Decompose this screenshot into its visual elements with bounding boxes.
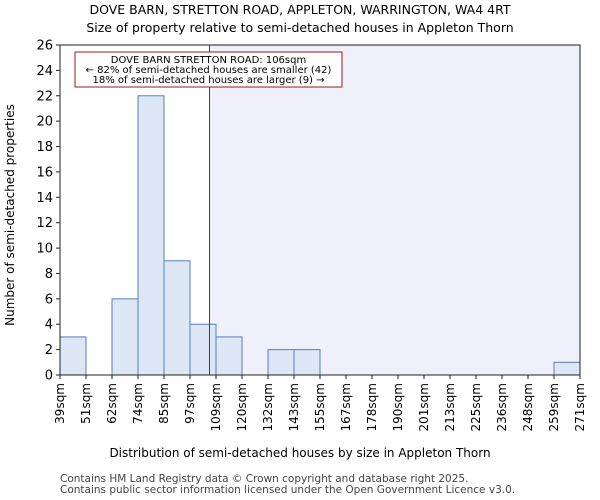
y-axis-label: Number of semi-detached properties bbox=[3, 104, 17, 326]
bar-132sqm bbox=[267, 349, 295, 376]
bar-259sqm bbox=[553, 361, 581, 376]
x-tick-label: 213sqm bbox=[443, 383, 457, 431]
y-tick-label: 6 bbox=[45, 292, 53, 307]
y-tick-label: 10 bbox=[36, 242, 53, 257]
bar-62sqm bbox=[111, 298, 139, 376]
bar-97sqm bbox=[189, 323, 217, 376]
annotation-line3: 18% of semi-detached houses are larger (… bbox=[92, 75, 324, 86]
footer-line1: Contains HM Land Registry data © Crown c… bbox=[60, 473, 469, 485]
x-axis-label: Distribution of semi-detached houses by … bbox=[109, 446, 490, 460]
y-tick-label: 14 bbox=[36, 191, 53, 206]
x-tick-label: 271sqm bbox=[573, 383, 587, 431]
annotation-box: DOVE BARN STRETTON ROAD: 106sqm ← 82% of… bbox=[74, 51, 343, 88]
y-tick-label: 22 bbox=[36, 89, 53, 104]
y-tick-label: 8 bbox=[45, 267, 53, 282]
x-tick-label: 97sqm bbox=[183, 383, 197, 424]
y-tick-label: 12 bbox=[36, 216, 53, 231]
x-tick-label: 120sqm bbox=[235, 383, 249, 431]
x-tick-label: 143sqm bbox=[287, 383, 301, 431]
larger-region-shade bbox=[209, 45, 580, 375]
y-tick-label: 18 bbox=[36, 140, 53, 155]
bar-74sqm bbox=[137, 95, 165, 376]
bar-143sqm bbox=[293, 349, 321, 376]
x-tick-label: 167sqm bbox=[339, 383, 353, 431]
chart-title: DOVE BARN, STRETTON ROAD, APPLETON, WARR… bbox=[89, 2, 511, 17]
x-tick-label: 248sqm bbox=[521, 383, 535, 431]
x-tick-label: 74sqm bbox=[131, 383, 145, 424]
x-tick-label: 155sqm bbox=[313, 383, 327, 431]
x-tick-label: 39sqm bbox=[53, 383, 67, 424]
y-tick-label: 20 bbox=[36, 115, 53, 130]
bar-85sqm bbox=[163, 260, 191, 376]
y-tick-label: 16 bbox=[36, 165, 53, 180]
y-tick-label: 0 bbox=[45, 369, 53, 384]
x-tick-label: 132sqm bbox=[261, 383, 275, 431]
x-tick-label: 51sqm bbox=[79, 383, 93, 424]
x-tick-label: 225sqm bbox=[469, 383, 483, 431]
x-tick-label: 62sqm bbox=[105, 383, 119, 424]
bar-39sqm bbox=[59, 336, 87, 376]
x-tick-label: 236sqm bbox=[495, 383, 509, 431]
y-tick-label: 26 bbox=[36, 39, 53, 54]
x-tick-label: 109sqm bbox=[209, 383, 223, 431]
x-tick-label: 85sqm bbox=[157, 383, 171, 424]
y-tick-label: 2 bbox=[45, 343, 53, 358]
footer-line2: Contains public sector information licen… bbox=[60, 484, 516, 496]
chart-subtitle: Size of property relative to semi-detach… bbox=[86, 20, 514, 35]
y-tick-label: 24 bbox=[36, 64, 53, 79]
x-tick-label: 201sqm bbox=[417, 383, 431, 431]
x-tick-label: 178sqm bbox=[365, 383, 379, 431]
annotation-line1: DOVE BARN STRETTON ROAD: 106sqm bbox=[111, 55, 306, 66]
x-tick-label: 190sqm bbox=[391, 383, 405, 431]
annotation-line2: ← 82% of semi-detached houses are smalle… bbox=[86, 65, 332, 76]
y-tick-label: 4 bbox=[45, 318, 53, 333]
bar-109sqm bbox=[215, 336, 243, 376]
x-tick-label: 259sqm bbox=[547, 383, 561, 431]
